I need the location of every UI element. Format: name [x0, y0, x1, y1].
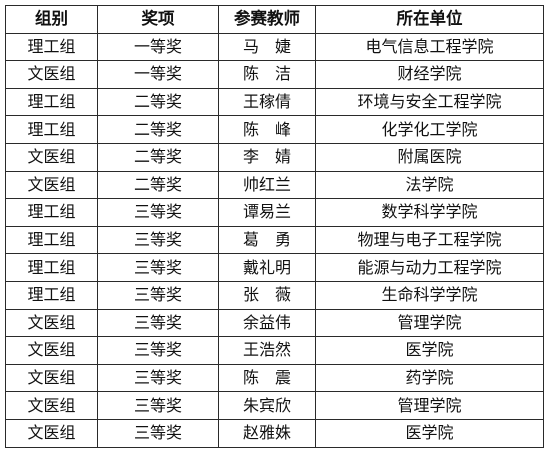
cell-group: 理工组	[5, 115, 98, 144]
cell-group: 文医组	[5, 391, 98, 420]
cell-award: 三等奖	[97, 418, 219, 448]
table-row: 文医组 三等奖 朱宾欣 管理学院	[5, 391, 544, 420]
cell-group: 理工组	[5, 198, 98, 227]
cell-award: 三等奖	[97, 225, 219, 255]
cell-teacher: 戴礼明	[218, 253, 316, 282]
cell-unit: 管理学院	[315, 391, 544, 420]
table-row: 文医组 三等奖陈 震药学院	[5, 363, 544, 393]
award-table-container: 组别 奖项 参赛教师 所在单位 理工组 一等奖马 婕电气信息工程学院 文医组 一等奖陈…	[5, 5, 544, 448]
cell-teacher: 张 薇	[218, 280, 316, 310]
cell-unit: 数学科学学院	[315, 198, 544, 227]
cell-unit: 化学化工学院	[315, 115, 544, 144]
cell-unit: 法学院	[315, 170, 544, 200]
cell-unit: 环境与安全工程学院	[315, 87, 544, 117]
cell-unit: 药学院	[315, 363, 544, 393]
cell-award: 二等奖	[97, 170, 219, 200]
cell-teacher: 李 婧	[218, 142, 316, 172]
cell-unit: 附属医院	[315, 142, 544, 172]
cell-unit: 能源与动力工程学院	[315, 253, 544, 282]
cell-award: 三等奖	[97, 198, 219, 227]
cell-unit: 医学院	[315, 418, 544, 448]
cell-unit: 管理学院	[315, 308, 544, 338]
cell-teacher: 王稼倩	[218, 87, 316, 117]
header-award: 奖项	[97, 5, 219, 34]
cell-award: 三等奖	[97, 363, 219, 393]
cell-group: 文医组	[5, 142, 98, 172]
cell-unit: 物理与电子工程学院	[315, 225, 544, 255]
table-header-row: 组别 奖项 参赛教师 所在单位	[5, 5, 544, 34]
cell-award: 三等奖	[97, 308, 219, 338]
cell-group: 理工组	[5, 280, 98, 310]
table-row: 文医组 一等奖陈 洁财经学院	[5, 60, 544, 89]
award-table: 组别 奖项 参赛教师 所在单位 理工组 一等奖马 婕电气信息工程学院 文医组 一等奖陈…	[5, 5, 544, 448]
table-row: 理工组 三等奖 戴礼明 能源与动力工程学院	[5, 253, 544, 282]
table-row: 文医组 三等奖 余益伟 管理学院	[5, 308, 544, 338]
cell-group: 理工组	[5, 253, 98, 282]
cell-teacher: 朱宾欣	[218, 391, 316, 420]
cell-group: 理工组	[5, 32, 98, 62]
cell-unit: 财经学院	[315, 60, 544, 89]
cell-group: 文医组	[5, 170, 98, 200]
cell-group: 文医组	[5, 60, 98, 89]
header-teacher: 参赛教师	[218, 5, 316, 34]
cell-award: 一等奖	[97, 32, 219, 62]
cell-group: 理工组	[5, 225, 98, 255]
cell-unit: 医学院	[315, 336, 544, 365]
table-body: 理工组 一等奖马 婕电气信息工程学院 文医组 一等奖陈 洁财经学院 理工组 二等奖 王稼倩环…	[5, 32, 544, 448]
header-unit: 所在单位	[315, 5, 544, 34]
table-row: 理工组 二等奖陈 峰化学化工学院	[5, 115, 544, 144]
header-group: 组别	[5, 5, 98, 34]
cell-teacher: 马 婕	[218, 32, 316, 62]
cell-award: 一等奖	[97, 60, 219, 89]
cell-award: 二等奖	[97, 115, 219, 144]
cell-group: 文医组	[5, 363, 98, 393]
cell-teacher: 谭易兰	[218, 198, 316, 227]
cell-teacher: 王浩然	[218, 336, 316, 365]
table-row: 理工组 一等奖马 婕电气信息工程学院	[5, 32, 544, 62]
table-row: 理工组 二等奖 王稼倩 环境与安全工程学院	[5, 87, 544, 117]
cell-teacher: 葛 勇	[218, 225, 316, 255]
cell-unit: 生命科学学院	[315, 280, 544, 310]
cell-award: 三等奖	[97, 336, 219, 365]
table-row: 文医组 二等奖李 婧附属医院	[5, 142, 544, 172]
cell-award: 二等奖	[97, 142, 219, 172]
cell-award: 二等奖	[97, 87, 219, 117]
cell-teacher: 陈 峰	[218, 115, 316, 144]
cell-group: 文医组	[5, 336, 98, 365]
table-row: 理工组 三等奖 谭易兰 数学科学学院	[5, 198, 544, 227]
table-row: 文医组 三等奖 王浩然 医学院	[5, 336, 544, 365]
cell-teacher: 陈 洁	[218, 60, 316, 89]
table-row: 文医组 二等奖 帅红兰 法学院	[5, 170, 544, 200]
table-row: 理工组 三等奖张 薇生命科学学院	[5, 280, 544, 310]
cell-award: 三等奖	[97, 391, 219, 420]
cell-group: 理工组	[5, 87, 98, 117]
cell-group: 文医组	[5, 418, 98, 448]
cell-teacher: 赵雅姝	[218, 418, 316, 448]
cell-group: 文医组	[5, 308, 98, 338]
cell-teacher: 陈 震	[218, 363, 316, 393]
table-row: 理工组 三等奖葛 勇物理与电子工程学院	[5, 225, 544, 255]
cell-award: 三等奖	[97, 253, 219, 282]
cell-unit: 电气信息工程学院	[315, 32, 544, 62]
cell-teacher: 余益伟	[218, 308, 316, 338]
cell-teacher: 帅红兰	[218, 170, 316, 200]
cell-award: 三等奖	[97, 280, 219, 310]
table-row: 文医组 三等奖 赵雅姝 医学院	[5, 418, 544, 448]
